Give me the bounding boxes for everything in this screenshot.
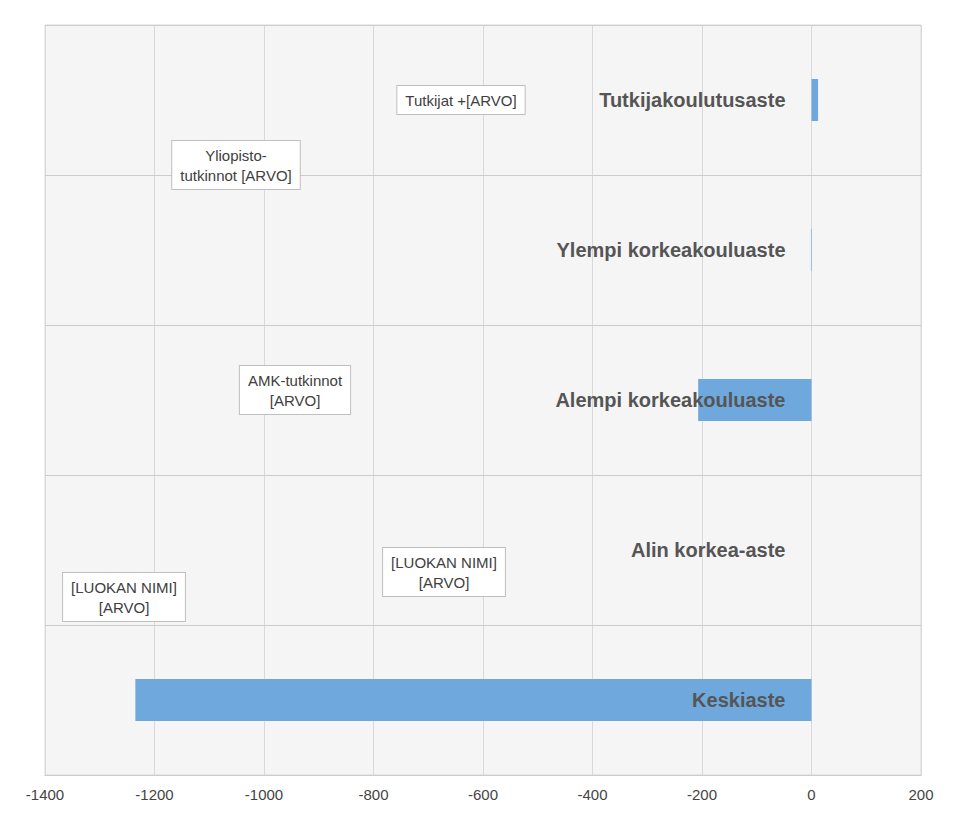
svg-text:[ARVO]: [ARVO] bbox=[270, 392, 321, 409]
svg-text:0: 0 bbox=[807, 786, 815, 803]
svg-text:Yliopisto-: Yliopisto- bbox=[205, 147, 267, 164]
svg-text:Alin korkea-aste: Alin korkea-aste bbox=[631, 539, 786, 561]
svg-text:[LUOKAN NIMI]: [LUOKAN NIMI] bbox=[391, 554, 497, 571]
svg-text:-800: -800 bbox=[358, 786, 388, 803]
svg-text:tutkinnot [ARVO]: tutkinnot [ARVO] bbox=[180, 167, 291, 184]
svg-text:AMK-tutkinnot: AMK-tutkinnot bbox=[248, 372, 343, 389]
svg-text:[LUOKAN NIMI]: [LUOKAN NIMI] bbox=[71, 579, 177, 596]
svg-text:-400: -400 bbox=[577, 786, 607, 803]
svg-text:[ARVO]: [ARVO] bbox=[99, 599, 150, 616]
svg-text:-600: -600 bbox=[468, 786, 498, 803]
svg-text:Alempi korkeakouluaste: Alempi korkeakouluaste bbox=[555, 389, 785, 411]
svg-text:-1400: -1400 bbox=[26, 786, 64, 803]
svg-text:Tutkijakoulutusaste: Tutkijakoulutusaste bbox=[599, 89, 785, 111]
svg-text:200: 200 bbox=[908, 786, 933, 803]
svg-text:[ARVO]: [ARVO] bbox=[419, 574, 470, 591]
svg-text:Keskiaste: Keskiaste bbox=[692, 689, 785, 711]
svg-text:-1000: -1000 bbox=[245, 786, 283, 803]
svg-text:-1200: -1200 bbox=[135, 786, 173, 803]
svg-text:-200: -200 bbox=[687, 786, 717, 803]
svg-text:Ylempi korkeakouluaste: Ylempi korkeakouluaste bbox=[557, 239, 786, 261]
svg-text:Tutkijat +[ARVO]: Tutkijat +[ARVO] bbox=[405, 92, 516, 109]
